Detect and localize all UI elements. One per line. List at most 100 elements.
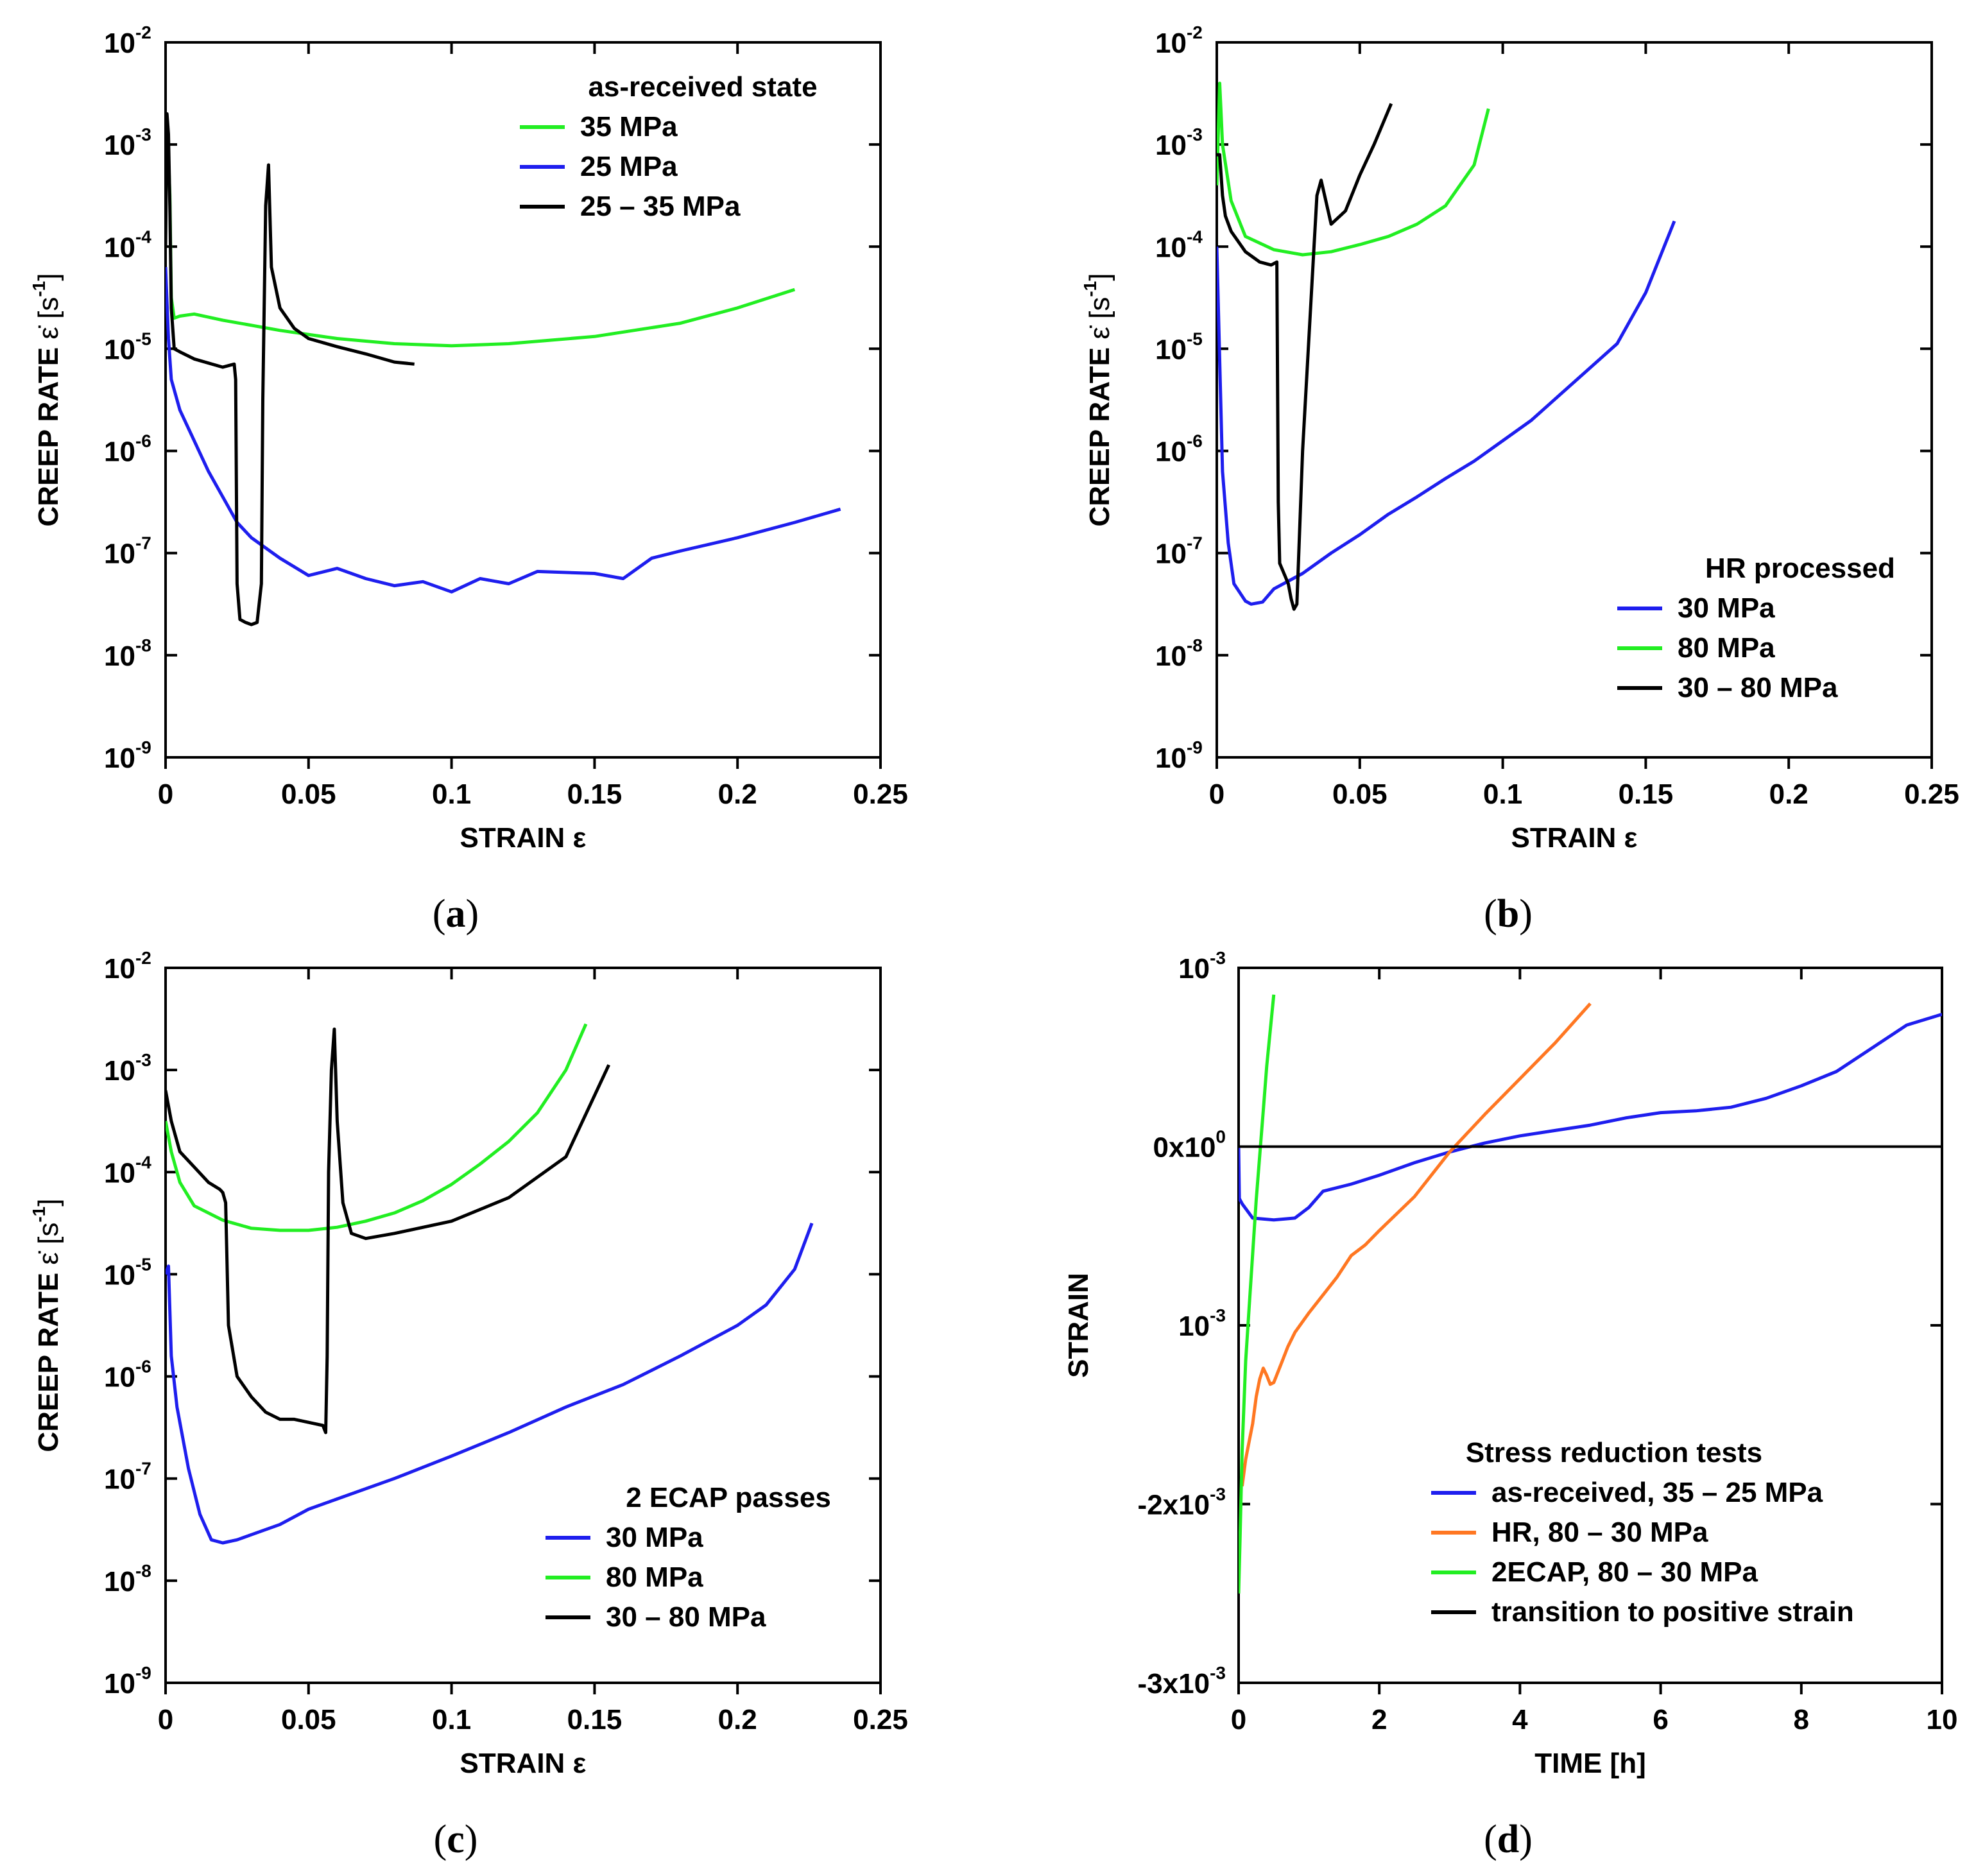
series-line-1: [1239, 1013, 1942, 1222]
x-tick-label: 8: [1794, 1704, 1809, 1735]
series-line-1: [166, 1223, 814, 1545]
plot-frame: [164, 967, 882, 1684]
y-tick-label: 10-5: [1155, 329, 1203, 365]
legend-label-2: 80 MPa: [1678, 632, 1775, 664]
x-tick-label: 0: [158, 779, 173, 810]
x-tick-label: 0.05: [281, 1704, 336, 1735]
x-tick-label: 0.25: [853, 779, 908, 810]
y-tick-label: 10-5: [104, 1254, 151, 1291]
x-tick-label: 0.15: [567, 1704, 623, 1735]
x-tick-label: 2: [1371, 1704, 1387, 1735]
x-tick-label: 0.1: [432, 1704, 471, 1735]
plot-frame: [164, 41, 882, 759]
legend-label-2: 25 MPa: [580, 151, 678, 182]
series-line-3: [166, 1028, 610, 1434]
x-tick-label: 0.25: [1904, 779, 1959, 810]
panel-caption: (c): [434, 1818, 478, 1861]
x-tick-label: 0.05: [281, 779, 336, 810]
legend-title: HR processed: [1705, 553, 1895, 584]
y-tick-label: 10-5: [104, 329, 151, 365]
panel-a: 0 0.05 0.1 0.15 0.2 0.25 10-9 10-8 10-7 10-6 10-5 1…: [29, 22, 908, 936]
y-tick-label: 10-3: [1178, 948, 1226, 985]
legend-label-1: 35 MPa: [580, 111, 678, 142]
y-tick-label: -3x10-3: [1138, 1663, 1226, 1700]
x-tick-label: 0.2: [718, 779, 757, 810]
legend-label-2: HR, 80 – 30 MPa: [1491, 1517, 1708, 1548]
series-line-2: [1241, 1003, 1592, 1487]
x-tick-label: 0.1: [1483, 779, 1522, 810]
y-tick-label: 10-8: [1155, 635, 1203, 672]
panel-caption: (d): [1484, 1818, 1533, 1861]
series-line-3: [166, 112, 415, 626]
legend: 2 ECAP passes 30 MPa 80 MPa 30 – 80 MPa: [546, 1482, 831, 1633]
y-tick-label: 10-9: [1155, 737, 1203, 774]
y-tick-label: 10-7: [104, 1459, 151, 1495]
y-tick-label: 10-3: [1178, 1305, 1226, 1342]
legend-label-3: 30 – 80 MPa: [606, 1601, 766, 1633]
y-axis-label: CREEP RATE ε̇ [s-1]: [29, 1199, 64, 1452]
x-tick-label: 0.1: [432, 779, 471, 810]
legend-label-4: transition to positive strain: [1491, 1596, 1854, 1628]
x-axis-label: STRAIN ε: [460, 1748, 587, 1779]
x-tick-label: 4: [1512, 1704, 1528, 1735]
y-tick-label: 10-4: [1155, 227, 1203, 263]
legend-label-3: 2ECAP, 80 – 30 MPa: [1491, 1556, 1758, 1588]
x-tick-label: 10: [1927, 1704, 1958, 1735]
y-tick-label: 10-6: [104, 1357, 151, 1393]
y-tick-label: 10-2: [104, 948, 151, 985]
legend: HR processed 30 MPa 80 MPa 30 – 80 MPa: [1617, 553, 1895, 703]
legend-label-1: 30 MPa: [606, 1522, 703, 1553]
panel-caption: (a): [433, 892, 479, 936]
legend-label-2: 80 MPa: [606, 1562, 703, 1593]
x-tick-label: 0.2: [1769, 779, 1808, 810]
y-tick-label: 10-2: [1155, 22, 1203, 59]
legend-title: Stress reduction tests: [1466, 1437, 1762, 1468]
legend-title: as-received state: [588, 71, 817, 103]
y-axis-label: STRAIN: [1063, 1273, 1094, 1378]
plot-frame: [1216, 41, 1933, 759]
series-line-2: [1217, 82, 1490, 257]
legend-label-1: 30 MPa: [1678, 592, 1775, 624]
series-line-2: [166, 1023, 588, 1232]
x-tick-label: 0.25: [853, 1704, 908, 1735]
x-tick-label: 0.15: [1619, 779, 1674, 810]
series-line-3: [1217, 103, 1393, 611]
x-tick-label: 0: [1231, 1704, 1246, 1735]
legend: Stress reduction tests as-received, 35 – …: [1431, 1437, 1854, 1628]
y-tick-label: 10-2: [104, 22, 151, 59]
y-tick-label: 10-7: [104, 533, 151, 570]
panel-d: 0 2 4 6 8 10 10-3 0x100 10-3 -2x10-3 -3x10-3 TIME […: [1063, 948, 1957, 1861]
y-tick-label: 10-9: [104, 1663, 151, 1700]
y-tick-label: 0x100: [1153, 1127, 1226, 1164]
y-axis-label: CREEP RATE ε̇ [s-1]: [29, 273, 64, 527]
legend-label-3: 30 – 80 MPa: [1678, 672, 1838, 703]
panel-c: 0 0.05 0.1 0.15 0.2 0.25 10-9 10-8 10-7 10-6 10-5 1…: [29, 948, 908, 1861]
panel-caption: (b): [1484, 892, 1533, 936]
x-tick-label: 0.05: [1332, 779, 1387, 810]
series-line-3: [1239, 994, 1276, 1594]
y-tick-label: 10-3: [104, 1050, 151, 1087]
series-line-1: [166, 137, 796, 348]
y-tick-label: 10-6: [104, 431, 151, 468]
y-tick-label: 10-6: [1155, 431, 1203, 468]
x-tick-label: 0: [1209, 779, 1224, 810]
y-tick-label: -2x10-3: [1138, 1484, 1226, 1521]
legend: as-received state 35 MPa 25 MPa 25 – 35 MPa: [520, 71, 818, 222]
y-tick-label: 10-4: [104, 227, 151, 263]
y-axis-label: CREEP RATE ε̇ [s-1]: [1080, 273, 1115, 527]
x-tick-label: 0.15: [567, 779, 623, 810]
x-axis-label: STRAIN ε: [1511, 822, 1638, 854]
x-tick-label: 0: [158, 1704, 173, 1735]
y-tick-label: 10-7: [1155, 533, 1203, 570]
series-line-2: [166, 266, 841, 594]
y-tick-label: 10-8: [104, 635, 151, 672]
x-axis-label: TIME [h]: [1534, 1748, 1646, 1779]
x-tick-label: 0.2: [718, 1704, 757, 1735]
y-tick-label: 10-9: [104, 737, 151, 774]
panel-b: 0 0.05 0.1 0.15 0.2 0.25 10-9 10-8 10-7 10-6 10-5 1…: [1080, 22, 1959, 936]
x-axis-label: STRAIN ε: [460, 822, 587, 854]
legend-label-1: as-received, 35 – 25 MPa: [1491, 1477, 1823, 1508]
y-tick-label: 10-3: [1155, 125, 1203, 161]
y-tick-label: 10-3: [104, 125, 151, 161]
